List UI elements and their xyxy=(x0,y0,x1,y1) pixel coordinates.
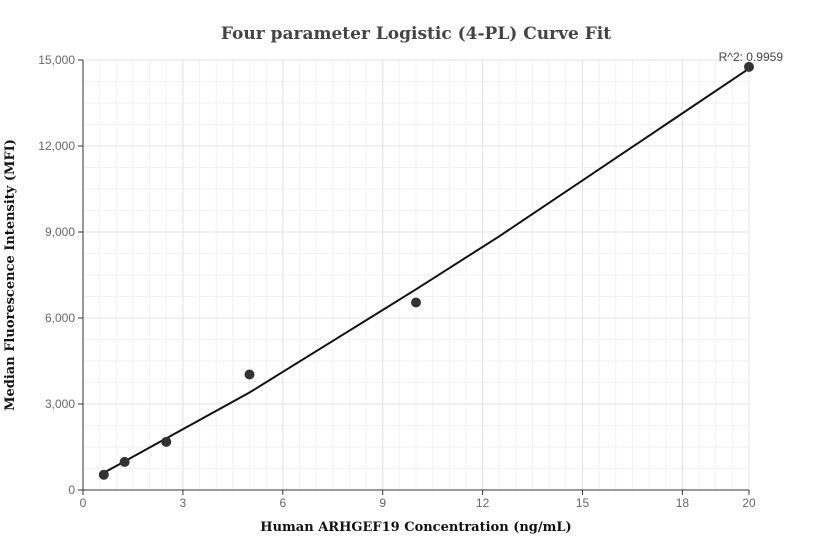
x-tick-label: 15 xyxy=(576,496,590,510)
x-axis-title: Human ARHGEF19 Concentration (ng/mL) xyxy=(260,520,571,535)
data-point xyxy=(411,297,421,308)
series-layer xyxy=(98,61,754,480)
data-point xyxy=(98,469,109,480)
y-tick-label: 15,000 xyxy=(38,53,75,67)
fit-curve-line xyxy=(103,67,750,474)
x-tick-label: 0 xyxy=(80,496,87,510)
x-tick-label: 9 xyxy=(379,496,386,510)
data-point xyxy=(244,369,255,380)
y-axis-title: Median Fluorescence Intensity (MFI) xyxy=(3,139,18,411)
data-point xyxy=(744,61,754,72)
grid-layer xyxy=(82,59,750,491)
r-squared-annotation: R^2: 0.9959 xyxy=(719,50,784,64)
axes-layer: 0 3 6 9 12 15 18 20 0 3,000 6,000 9,000 12,000 15,000 xyxy=(38,53,756,510)
x-tick-label: 12 xyxy=(476,496,490,510)
x-tick-label: 6 xyxy=(279,496,286,510)
labels-layer: Four parameter Logistic (4-PL) Curve Fit… xyxy=(3,24,783,535)
data-point xyxy=(161,436,172,447)
x-tick-label: 18 xyxy=(676,496,690,510)
y-tick-label: 0 xyxy=(68,483,75,497)
x-tick-label: 3 xyxy=(180,496,187,510)
chart-title: Four parameter Logistic (4-PL) Curve Fit xyxy=(221,24,611,44)
x-tick-label: 20 xyxy=(742,496,756,510)
y-tick-label: 9,000 xyxy=(45,225,75,239)
data-point xyxy=(119,456,130,467)
y-tick-label: 12,000 xyxy=(38,139,75,153)
y-tick-label: 6,000 xyxy=(45,311,75,325)
y-tick-label: 3,000 xyxy=(45,397,75,411)
